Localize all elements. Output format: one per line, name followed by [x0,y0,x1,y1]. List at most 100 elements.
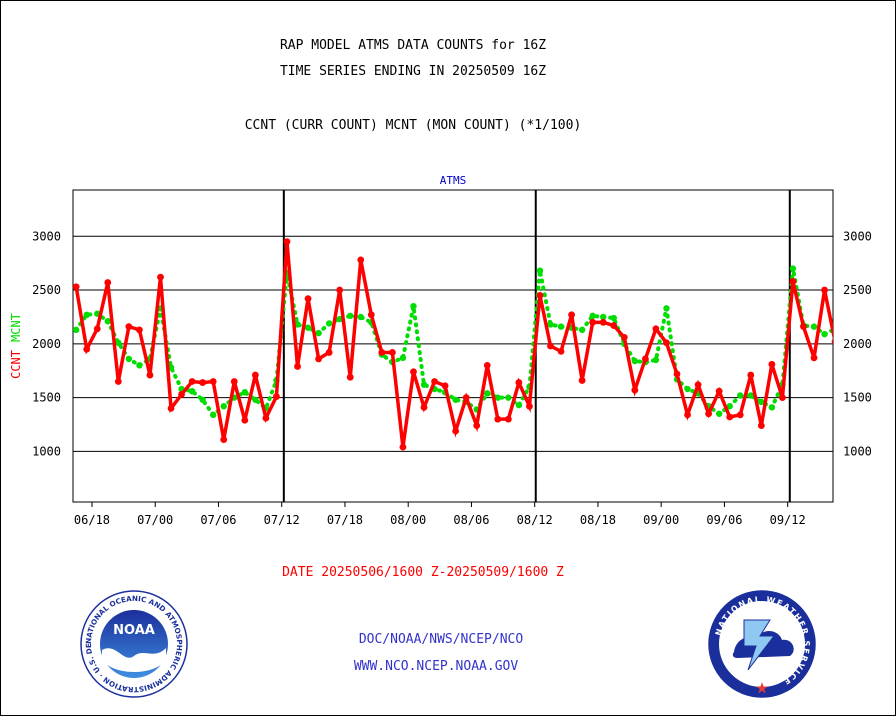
ccnt-point [262,414,270,422]
mcnt-point [357,313,364,321]
ccnt-point [705,410,713,418]
x-tick-label: 08/12 [517,513,553,527]
mcnt-point [125,355,133,363]
mcnt-point [758,398,765,406]
ccnt-point [641,355,649,363]
ccnt-point [736,411,744,419]
mcnt-point [410,302,417,310]
x-tick-label: 08/06 [453,513,489,527]
chart-series-title: ATMS [440,174,467,187]
ccnt-point [810,354,818,362]
ccnt-point [547,342,554,350]
ccnt-point [315,355,323,363]
chart-title-line2: TIME SERIES ENDING IN 20250509 16Z [279,64,547,79]
chart-title-line1: RAP MODEL ATMS DATA COUNTS for 16Z [279,38,547,53]
x-tick-label: 06/18 [74,513,110,527]
ccnt-point [821,286,828,294]
mcnt-point [810,323,818,330]
ccnt-point [178,391,185,398]
ccnt-point [473,422,481,430]
ccnt-point [346,373,354,381]
mcnt-point [610,314,617,322]
mcnt-point [420,381,428,388]
mcnt-point [115,339,122,346]
ccnt-point [800,323,807,331]
ccnt-point [557,347,565,355]
ccnt-point [73,283,80,291]
mcnt-point [768,404,776,411]
mcnt-point [536,267,544,274]
y-axis-label-mcnt: MCNT [9,313,23,342]
x-tick-label: 09/06 [706,513,742,527]
mcnt-point [631,357,639,365]
ccnt-point [526,402,533,410]
mcnt-point [452,396,459,403]
ccnt-point [325,349,333,356]
ccnt-point [378,349,386,356]
mcnt-point [347,312,354,320]
ccnt-point [431,378,438,385]
y-axis-label-ccnt: CCNT [9,350,23,379]
ccnt-point [199,379,207,386]
mcnt-point [652,356,660,364]
ccnt-point [779,394,786,402]
y-tick-label-right: 2500 [843,283,872,297]
ccnt-point [789,278,797,285]
y-tick-label-left: 2000 [32,337,61,351]
mcnt-point [663,305,670,312]
mcnt-point [821,330,828,338]
ccnt-point [441,382,449,390]
ccnt-point [388,349,396,356]
ccnt-point [663,339,670,347]
ccnt-point [504,415,512,423]
mcnt-point [789,265,797,272]
x-tick-label: 07/06 [200,513,236,527]
ccnt-point [157,273,164,281]
ccnt-point [136,326,143,334]
ccnt-point [367,311,375,319]
ccnt-point [114,378,122,385]
x-tick-label: 07/18 [327,513,363,527]
mcnt-point [136,362,143,369]
ccnt-point [220,436,228,443]
mcnt-point [209,411,217,419]
date-range-label: DATE 20250506/1600 Z-20250509/1600 Z [282,565,564,580]
ccnt-point [673,370,681,378]
mcnt-point [515,401,523,409]
mcnt-point [726,403,733,410]
ccnt-point [241,416,249,424]
ccnt-point [304,295,312,303]
mcnt-point [304,324,312,331]
ccnt-point [462,394,470,402]
y-tick-label-left: 2500 [32,283,61,297]
nws-logo: NATIONAL WEATHER SERVICE [708,590,816,698]
ccnt-point [167,405,175,412]
ccnt-point [283,238,291,246]
mcnt-point [547,321,554,328]
ccnt-point [684,411,691,419]
ccnt-point [599,318,607,326]
ccnt-point [146,371,154,379]
ccnt-point [410,368,417,376]
mcnt-point [294,321,301,328]
noaa-logo-text: NOAA [113,623,155,638]
ccnt-point [610,322,618,329]
mcnt-point [104,318,111,325]
ccnt-point [568,311,575,319]
y-tick-label-right: 1500 [843,391,872,405]
y-tick-label-left: 3000 [32,229,61,243]
ccnt-point [726,413,734,421]
mcnt-point [589,312,596,320]
mcnt-point [199,396,206,403]
ccnt-line [74,241,833,448]
ccnt-point [83,345,91,353]
x-tick-label: 09/00 [643,513,679,527]
ccnt-point [757,422,765,430]
mcnt-point [600,313,607,321]
ccnt-point [399,443,407,451]
website-label: WWW.NCO.NCEP.NOAA.GOV [353,659,519,674]
ccnt-point [452,427,460,435]
x-tick-label: 07/00 [137,513,173,527]
plot-area [73,238,833,451]
ccnt-point [188,378,196,385]
